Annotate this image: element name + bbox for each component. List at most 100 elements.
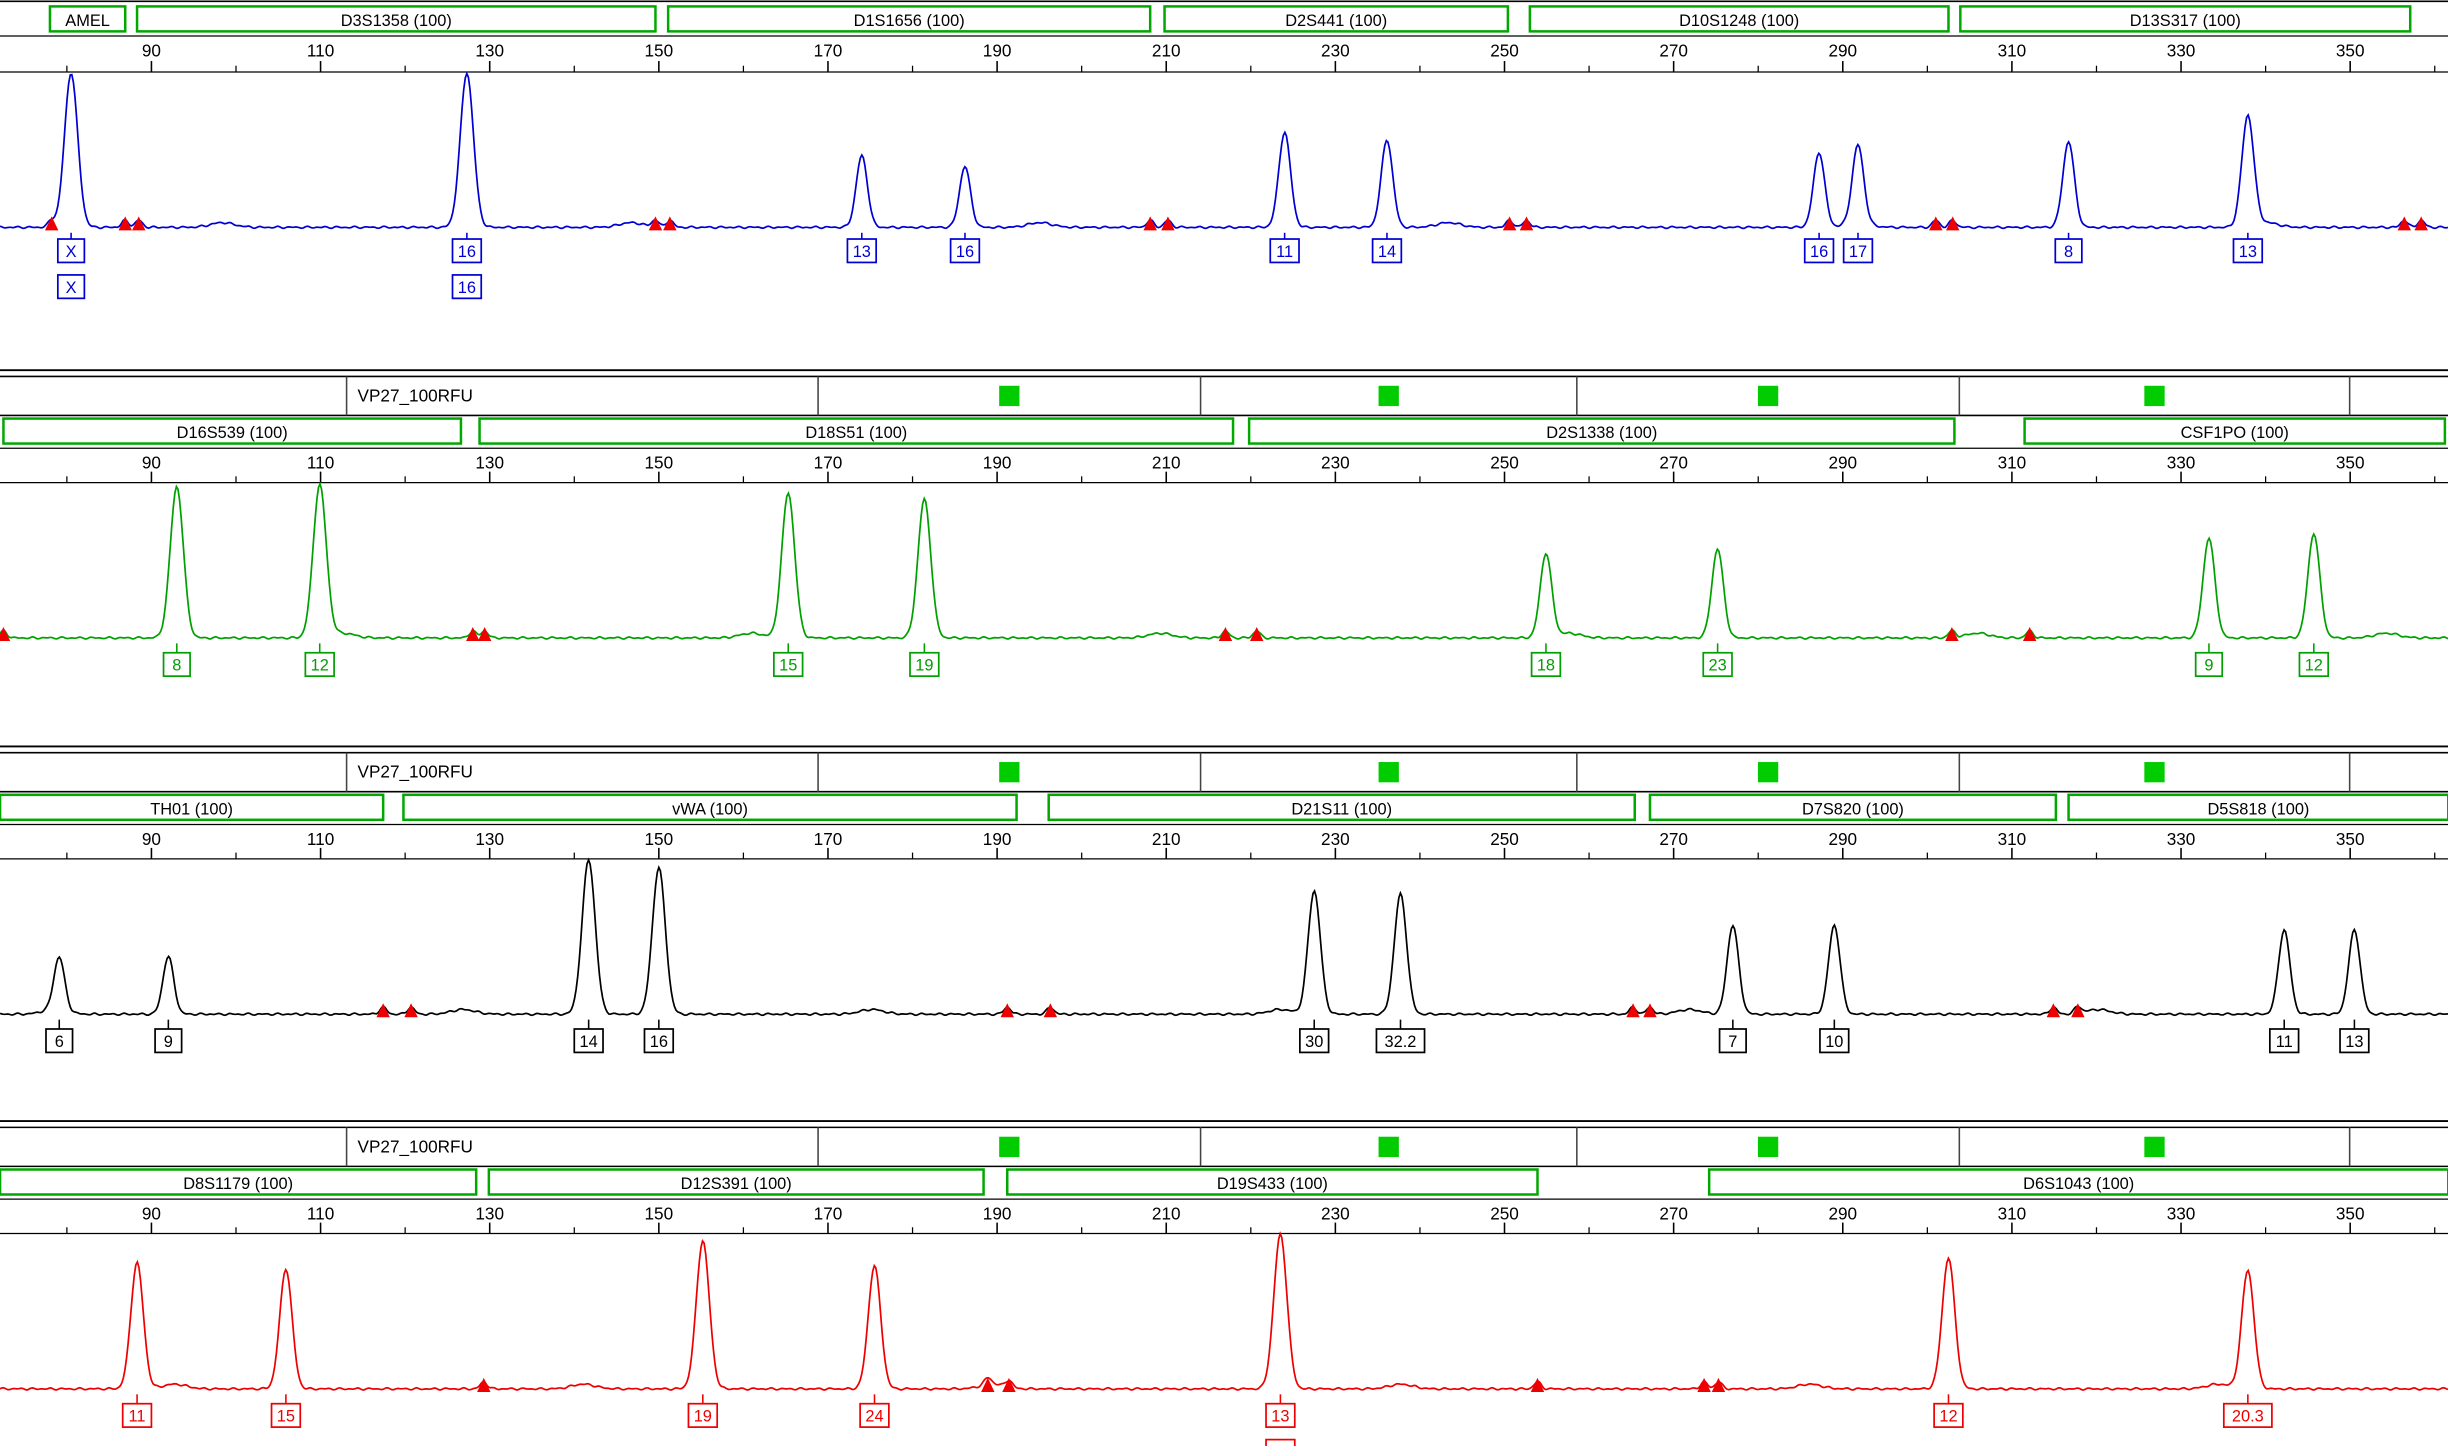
artifact-triangle-icon xyxy=(1697,1377,1711,1392)
allele-label-blue-5[interactable]: 14 xyxy=(1371,232,1403,264)
allele-label-red-0[interactable]: 11 xyxy=(121,1394,153,1428)
plot-area-black[interactable] xyxy=(0,859,2448,1032)
allele-call-box[interactable] xyxy=(1375,1028,1426,1054)
allele-call-text: 15 xyxy=(277,1408,295,1426)
allele-call-box[interactable] xyxy=(154,1028,183,1054)
ruler-tick-label: 330 xyxy=(2167,829,2196,849)
allele-call-box[interactable] xyxy=(162,651,191,678)
allele-call-box[interactable] xyxy=(643,1028,675,1054)
allele-label-red-4[interactable]: 13 13 xyxy=(1265,1394,1296,1446)
allele-call-box[interactable] xyxy=(121,1402,153,1428)
allele-label-green-1[interactable]: 12 xyxy=(304,643,335,678)
allele-call-box[interactable] xyxy=(846,238,878,264)
allele-call-box[interactable] xyxy=(1702,651,1733,678)
allele-label-blue-9[interactable]: 13 xyxy=(2232,232,2264,264)
allele-call-box[interactable] xyxy=(56,274,86,300)
allele-call-box[interactable] xyxy=(2298,651,2330,678)
allele-label-blue-7[interactable]: 17 xyxy=(1842,232,1874,264)
allele-label-black-8[interactable]: 11 xyxy=(2268,1019,2300,1054)
allele-call-box[interactable] xyxy=(451,274,483,300)
allele-call-box[interactable] xyxy=(1269,238,1300,264)
allele-label-red-1[interactable]: 15 xyxy=(270,1394,302,1428)
ruler-tick-label: 170 xyxy=(814,453,843,473)
artifact-triangle-icon xyxy=(1626,1003,1640,1018)
artifact-triangle-icon xyxy=(1502,216,1517,231)
allele-call-text: 14 xyxy=(580,1033,598,1051)
ruler-tick-label: 190 xyxy=(983,829,1012,849)
allele-label-green-3[interactable]: 19 xyxy=(909,643,940,678)
allele-label-black-2[interactable]: 14 xyxy=(573,1019,604,1054)
allele-call-box[interactable] xyxy=(2194,651,2224,678)
allele-label-green-6[interactable]: 9 xyxy=(2194,643,2224,678)
allele-label-blue-0[interactable]: XX xyxy=(56,232,86,300)
allele-call-box[interactable] xyxy=(1803,238,1835,264)
allele-call-text: 12 xyxy=(1939,1408,1957,1426)
allele-call-box[interactable] xyxy=(304,651,335,678)
allele-label-green-0[interactable]: 8 xyxy=(162,643,191,678)
allele-label-green-4[interactable]: 18 xyxy=(1530,643,1562,678)
allele-call-box[interactable] xyxy=(451,238,483,264)
ruler-tick-label: 350 xyxy=(2336,829,2365,849)
allele-call-text: 19 xyxy=(915,657,933,675)
allele-label-black-5[interactable]: 32.2 xyxy=(1375,1019,1426,1054)
allele-call-box[interactable] xyxy=(859,1402,890,1428)
ruler-tick-label: 350 xyxy=(2336,1203,2365,1223)
allele-call-box[interactable] xyxy=(909,651,940,678)
allele-call-text: 8 xyxy=(172,657,181,675)
allele-call-box[interactable] xyxy=(2222,1402,2273,1428)
allele-call-box[interactable] xyxy=(2339,1028,2370,1054)
allele-label-green-5[interactable]: 23 xyxy=(1702,643,1733,678)
allele-call-box[interactable] xyxy=(45,1028,74,1054)
ruler-tick-label: 290 xyxy=(1828,829,1857,849)
allele-label-green-2[interactable]: 15 xyxy=(773,643,804,678)
allele-label-blue-3[interactable]: 16 xyxy=(949,232,981,264)
allele-call-box[interactable] xyxy=(1265,1402,1296,1428)
plot-area-green[interactable] xyxy=(0,483,2448,656)
ruler-tick-label: 230 xyxy=(1321,453,1350,473)
artifact-triangle-icon xyxy=(376,1003,390,1018)
allele-call-box[interactable] xyxy=(1371,238,1403,264)
allele-call-text: 13 xyxy=(2239,243,2257,261)
allele-call-box[interactable] xyxy=(1842,238,1874,264)
allele-call-box[interactable] xyxy=(1299,1028,1330,1054)
allele-call-box[interactable] xyxy=(2054,238,2083,264)
allele-label-red-6[interactable]: 20.3 xyxy=(2222,1394,2273,1428)
allele-label-black-0[interactable]: 6 xyxy=(45,1019,74,1054)
allele-call-box[interactable] xyxy=(2232,238,2264,264)
allele-call-box[interactable] xyxy=(573,1028,604,1054)
allele-call-box[interactable] xyxy=(1530,651,1562,678)
allele-call-box[interactable] xyxy=(773,651,804,678)
allele-label-red-5[interactable]: 12 xyxy=(1933,1394,1964,1428)
artifact-triangle-icon xyxy=(404,1003,418,1018)
allele-label-black-7[interactable]: 10 xyxy=(1819,1019,1850,1054)
allele-call-box[interactable] xyxy=(1933,1402,1964,1428)
allele-call-text: 13 xyxy=(853,243,871,261)
allele-label-blue-8[interactable]: 8 xyxy=(2054,232,2083,264)
allele-label-black-3[interactable]: 16 xyxy=(643,1019,675,1054)
allele-label-black-9[interactable]: 13 xyxy=(2339,1019,2370,1054)
allele-label-red-2[interactable]: 19 xyxy=(687,1394,719,1428)
allele-call-box[interactable] xyxy=(2268,1028,2300,1054)
allele-label-green-7[interactable]: 12 xyxy=(2298,643,2330,678)
allele-call-box[interactable] xyxy=(949,238,981,264)
allele-call-box[interactable] xyxy=(687,1402,719,1428)
allele-label-blue-4[interactable]: 11 xyxy=(1269,232,1300,264)
allele-label-blue-6[interactable]: 16 xyxy=(1803,232,1835,264)
allele-label-red-3[interactable]: 24 xyxy=(859,1394,890,1428)
allele-call-box[interactable] xyxy=(1265,1438,1296,1446)
allele-call-box[interactable] xyxy=(1718,1028,1747,1054)
plot-area-red[interactable] xyxy=(0,1234,2448,1407)
allele-call-box[interactable] xyxy=(56,238,86,264)
allele-label-black-4[interactable]: 30 xyxy=(1299,1019,1330,1054)
allele-call-box[interactable] xyxy=(270,1402,302,1428)
ruler-tick-label: 250 xyxy=(1490,829,1519,849)
allele-label-black-1[interactable]: 9 xyxy=(154,1019,183,1054)
marker-name-label: D19S433 (100) xyxy=(1217,1175,1328,1193)
allele-label-black-6[interactable]: 7 xyxy=(1718,1019,1747,1054)
allele-call-box[interactable] xyxy=(1819,1028,1850,1054)
artifact-triangle-icon xyxy=(1043,1003,1058,1018)
allele-label-blue-2[interactable]: 13 xyxy=(846,232,878,264)
marker-box-d18s51: D18S51 (100) xyxy=(478,417,1235,445)
